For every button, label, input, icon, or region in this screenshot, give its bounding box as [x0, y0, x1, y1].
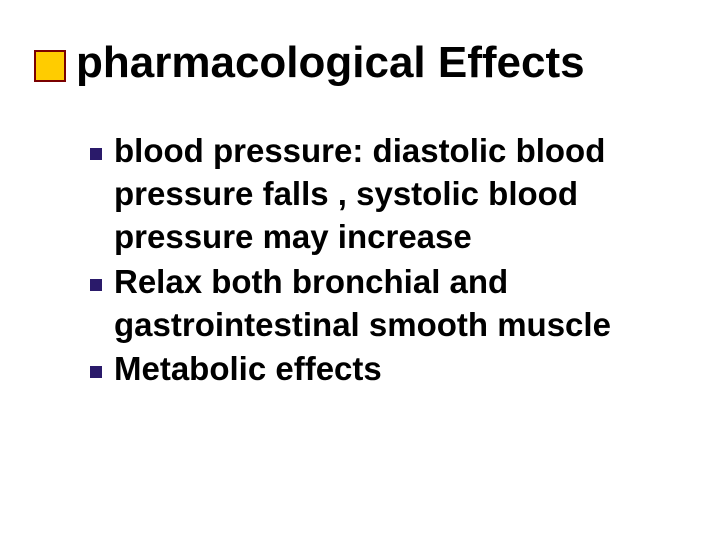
- list-item-text: Metabolic effects: [114, 348, 382, 391]
- bullet-square-icon: [90, 279, 102, 291]
- list-item: Metabolic effects: [90, 348, 680, 391]
- slide-title-area: pharmacological Effects: [34, 38, 680, 88]
- list-item: Relax both bronchial and gastrointestina…: [90, 261, 680, 347]
- slide-body: blood pressure: diastolic blood pressure…: [90, 130, 680, 393]
- bullet-square-icon: [90, 366, 102, 378]
- list-item-text: Relax both bronchial and gastrointestina…: [114, 261, 680, 347]
- bullet-square-icon: [90, 148, 102, 160]
- list-item: blood pressure: diastolic blood pressure…: [90, 130, 680, 259]
- list-item-text: blood pressure: diastolic blood pressure…: [114, 130, 680, 259]
- title-accent-box: [34, 50, 66, 82]
- slide-title: pharmacological Effects: [76, 38, 585, 88]
